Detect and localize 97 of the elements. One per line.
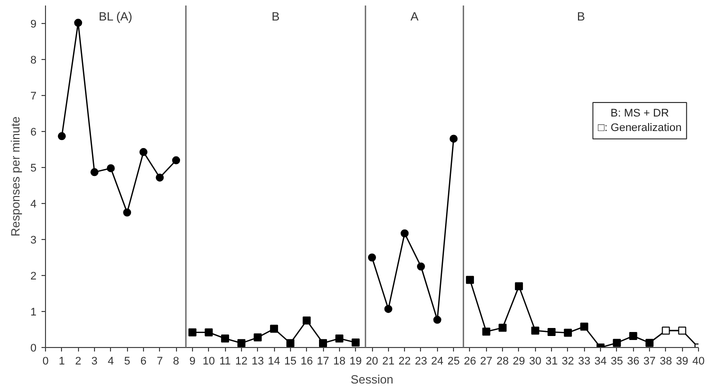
point — [368, 254, 376, 262]
point — [548, 328, 556, 336]
point — [646, 338, 654, 347]
point — [531, 326, 540, 335]
x-tick-label: 23 — [414, 356, 428, 368]
x-tick-label: 3 — [91, 356, 98, 368]
x-tick-label: 17 — [316, 356, 330, 368]
x-tick-label: 5 — [124, 356, 130, 368]
x-tick-label: 38 — [660, 356, 672, 368]
point — [629, 332, 638, 340]
point — [319, 339, 328, 348]
y-tick-label: 1 — [30, 306, 37, 318]
y-tick-label: 3 — [30, 234, 37, 246]
x-tick-label: 6 — [140, 356, 147, 368]
x-tick-label: 2 — [75, 356, 82, 368]
x-tick-label: 0 — [42, 356, 49, 368]
x-axis-title: Session — [350, 372, 394, 386]
y-tick-label: 2 — [30, 270, 37, 282]
point — [172, 156, 180, 164]
x-tick-label: 28 — [496, 356, 509, 368]
point — [564, 328, 572, 337]
x-tick-label: 33 — [578, 356, 590, 368]
point — [352, 338, 360, 346]
point — [237, 339, 246, 348]
x-tick-label: 8 — [173, 356, 180, 368]
point — [123, 208, 132, 216]
point — [498, 324, 507, 332]
point — [302, 316, 311, 324]
point — [482, 328, 490, 336]
x-tick-label: 26 — [464, 356, 476, 368]
x-tick-label: 36 — [627, 356, 640, 368]
annotation: A — [410, 10, 418, 24]
x-tick-label: 4 — [108, 356, 114, 368]
x-tick-label: 15 — [284, 356, 297, 368]
x-tick-label: 31 — [545, 356, 558, 368]
y-tick-label: 5 — [30, 162, 37, 174]
x-tick-label: 29 — [512, 356, 526, 368]
y-tick-label: 7 — [30, 90, 37, 102]
point — [156, 174, 164, 182]
point — [90, 168, 98, 176]
x-tick-label: 32 — [562, 356, 574, 368]
point — [433, 316, 442, 324]
x-tick-label: 21 — [382, 356, 394, 368]
point — [662, 326, 670, 335]
x-tick-label: 10 — [202, 356, 215, 368]
point — [74, 18, 82, 27]
x-tick-label: 12 — [235, 356, 248, 368]
x-tick-label: 1 — [58, 356, 65, 368]
annotation: BL (A) — [98, 10, 132, 24]
point — [384, 304, 392, 313]
x-tick-label: 18 — [333, 356, 346, 368]
x-tick-label: 20 — [366, 356, 378, 368]
point — [612, 338, 621, 347]
x-tick-label: 9 — [189, 356, 196, 368]
point — [416, 262, 425, 270]
y-tick-label: 8 — [30, 54, 37, 66]
x-tick-label: 37 — [643, 356, 656, 368]
x-tick-label: 25 — [448, 356, 460, 368]
y-axis-title: Responses per minute — [8, 116, 22, 237]
y-tick-label: 6 — [30, 126, 37, 138]
point — [286, 339, 294, 348]
x-tick-label: 24 — [431, 356, 444, 368]
point — [450, 134, 458, 143]
point — [204, 328, 213, 336]
y-tick-label: 4 — [30, 198, 37, 210]
x-tick-label: 30 — [529, 356, 542, 368]
point — [400, 229, 409, 238]
x-tick-label: 39 — [676, 356, 688, 368]
point — [270, 324, 278, 333]
point — [678, 326, 686, 335]
point — [139, 148, 148, 156]
y-tick-label: 9 — [30, 18, 37, 30]
point — [514, 282, 523, 290]
x-tick-label: 7 — [156, 356, 163, 368]
x-tick-label: 27 — [480, 356, 492, 368]
point — [221, 334, 230, 342]
x-tick-label: 16 — [300, 356, 313, 368]
x-tick-label: 22 — [398, 356, 411, 368]
annotation: □: Generalization — [598, 122, 682, 134]
point — [58, 132, 66, 140]
x-tick-label: 11 — [219, 356, 231, 368]
annotation: B: MS + DR — [610, 108, 669, 120]
x-tick-label: 14 — [268, 356, 280, 368]
point — [580, 322, 588, 331]
x-tick-label: 19 — [350, 356, 362, 368]
y-tick-label: 0 — [30, 342, 37, 354]
point — [254, 333, 262, 342]
point — [466, 276, 474, 284]
point — [188, 328, 196, 336]
annotation: B — [576, 10, 585, 24]
point — [106, 164, 115, 172]
x-tick-label: 35 — [610, 356, 624, 368]
x-tick-label: 40 — [692, 356, 705, 368]
point — [335, 334, 344, 342]
x-tick-label: 34 — [594, 356, 607, 368]
x-tick-label: 13 — [252, 356, 264, 368]
annotation: B — [272, 10, 280, 24]
